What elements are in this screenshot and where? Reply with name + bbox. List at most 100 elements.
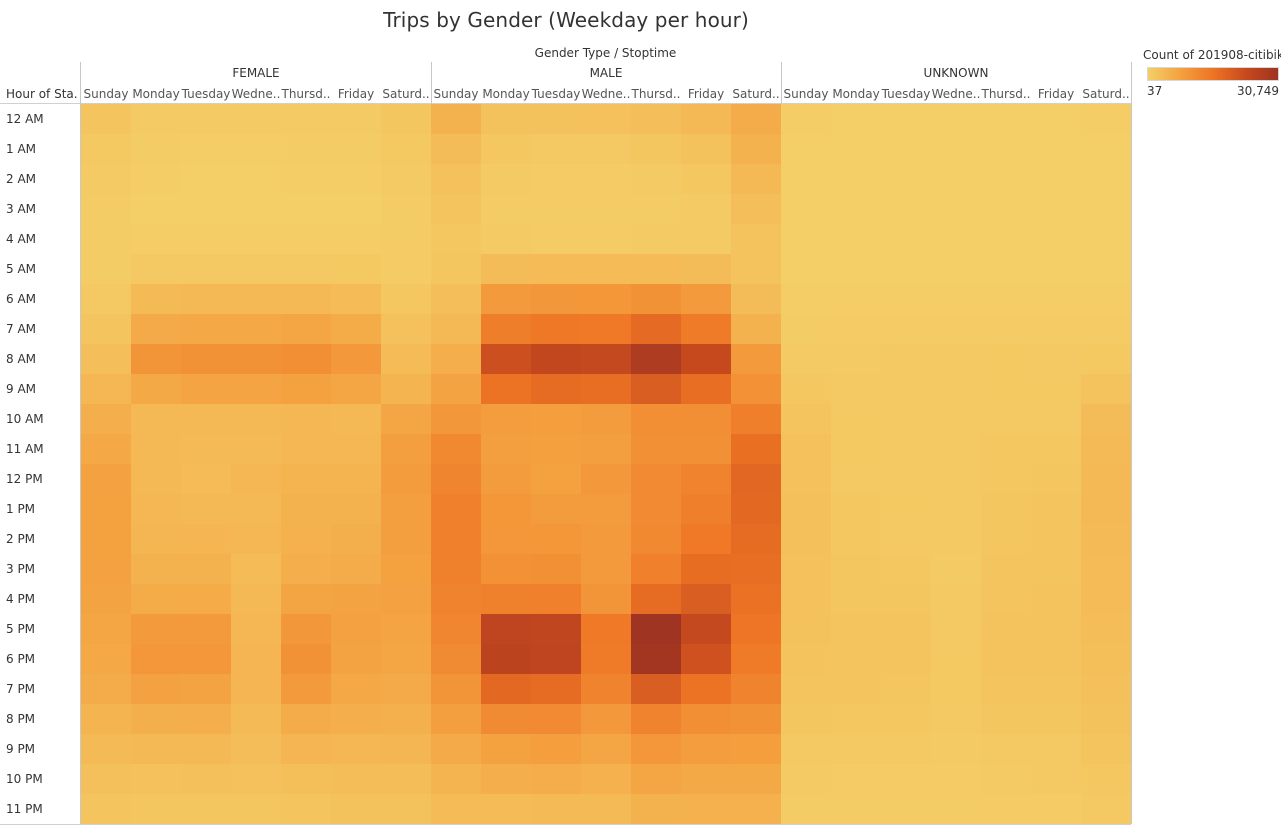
- heatmap-cell-male-17-1[interactable]: [481, 614, 531, 644]
- heatmap-cell-male-14-3[interactable]: [581, 524, 631, 554]
- heatmap-cell-female-3-3[interactable]: [231, 194, 281, 224]
- heatmap-cell-unknown-12-1[interactable]: [831, 464, 881, 494]
- heatmap-cell-male-9-2[interactable]: [531, 374, 581, 404]
- heatmap-cell-female-17-2[interactable]: [181, 614, 231, 644]
- heatmap-cell-female-20-6[interactable]: [381, 704, 431, 734]
- heatmap-cell-unknown-4-6[interactable]: [1081, 224, 1131, 254]
- heatmap-cell-unknown-5-0[interactable]: [781, 254, 831, 284]
- heatmap-cell-unknown-12-3[interactable]: [931, 464, 981, 494]
- heatmap-cell-unknown-15-4[interactable]: [981, 554, 1031, 584]
- heatmap-cell-female-15-4[interactable]: [281, 554, 331, 584]
- heatmap-cell-female-20-1[interactable]: [131, 704, 181, 734]
- heatmap-cell-male-21-3[interactable]: [581, 734, 631, 764]
- heatmap-cell-male-21-1[interactable]: [481, 734, 531, 764]
- heatmap-cell-female-8-4[interactable]: [281, 344, 331, 374]
- heatmap-cell-male-1-2[interactable]: [531, 134, 581, 164]
- heatmap-cell-unknown-23-3[interactable]: [931, 794, 981, 824]
- heatmap-cell-male-1-3[interactable]: [581, 134, 631, 164]
- heatmap-cell-male-8-3[interactable]: [581, 344, 631, 374]
- heatmap-cell-female-1-1[interactable]: [131, 134, 181, 164]
- heatmap-cell-unknown-11-2[interactable]: [881, 434, 931, 464]
- heatmap-cell-female-15-0[interactable]: [81, 554, 131, 584]
- heatmap-cell-male-3-1[interactable]: [481, 194, 531, 224]
- heatmap-cell-male-13-2[interactable]: [531, 494, 581, 524]
- heatmap-cell-male-20-1[interactable]: [481, 704, 531, 734]
- heatmap-cell-female-5-3[interactable]: [231, 254, 281, 284]
- heatmap-cell-female-23-0[interactable]: [81, 794, 131, 824]
- heatmap-cell-female-21-6[interactable]: [381, 734, 431, 764]
- heatmap-cell-unknown-10-5[interactable]: [1031, 404, 1081, 434]
- heatmap-cell-female-6-6[interactable]: [381, 284, 431, 314]
- heatmap-cell-male-20-4[interactable]: [631, 704, 681, 734]
- heatmap-cell-male-12-1[interactable]: [481, 464, 531, 494]
- heatmap-cell-female-23-4[interactable]: [281, 794, 331, 824]
- heatmap-cell-unknown-17-0[interactable]: [781, 614, 831, 644]
- heatmap-cell-male-3-3[interactable]: [581, 194, 631, 224]
- heatmap-cell-female-13-4[interactable]: [281, 494, 331, 524]
- heatmap-cell-female-10-3[interactable]: [231, 404, 281, 434]
- heatmap-cell-female-19-4[interactable]: [281, 674, 331, 704]
- heatmap-cell-female-23-5[interactable]: [331, 794, 381, 824]
- heatmap-cell-male-11-1[interactable]: [481, 434, 531, 464]
- heatmap-cell-male-11-2[interactable]: [531, 434, 581, 464]
- heatmap-cell-male-18-3[interactable]: [581, 644, 631, 674]
- heatmap-cell-unknown-12-0[interactable]: [781, 464, 831, 494]
- heatmap-cell-male-7-6[interactable]: [731, 314, 781, 344]
- heatmap-cell-male-22-1[interactable]: [481, 764, 531, 794]
- heatmap-cell-male-4-0[interactable]: [431, 224, 481, 254]
- heatmap-cell-unknown-22-6[interactable]: [1081, 764, 1131, 794]
- heatmap-cell-unknown-0-0[interactable]: [781, 104, 831, 134]
- heatmap-cell-unknown-17-5[interactable]: [1031, 614, 1081, 644]
- heatmap-cell-female-16-3[interactable]: [231, 584, 281, 614]
- heatmap-cell-female-12-2[interactable]: [181, 464, 231, 494]
- heatmap-cell-female-18-1[interactable]: [131, 644, 181, 674]
- heatmap-cell-unknown-16-1[interactable]: [831, 584, 881, 614]
- heatmap-cell-male-2-2[interactable]: [531, 164, 581, 194]
- heatmap-cell-unknown-15-3[interactable]: [931, 554, 981, 584]
- heatmap-cell-female-12-0[interactable]: [81, 464, 131, 494]
- heatmap-cell-unknown-17-3[interactable]: [931, 614, 981, 644]
- heatmap-cell-female-10-1[interactable]: [131, 404, 181, 434]
- heatmap-cell-male-2-4[interactable]: [631, 164, 681, 194]
- heatmap-cell-unknown-6-3[interactable]: [931, 284, 981, 314]
- heatmap-cell-female-22-3[interactable]: [231, 764, 281, 794]
- heatmap-cell-male-0-1[interactable]: [481, 104, 531, 134]
- heatmap-cell-female-15-2[interactable]: [181, 554, 231, 584]
- heatmap-cell-male-4-4[interactable]: [631, 224, 681, 254]
- heatmap-cell-unknown-20-6[interactable]: [1081, 704, 1131, 734]
- heatmap-cell-unknown-21-6[interactable]: [1081, 734, 1131, 764]
- heatmap-cell-female-0-4[interactable]: [281, 104, 331, 134]
- heatmap-cell-male-16-0[interactable]: [431, 584, 481, 614]
- heatmap-cell-unknown-3-2[interactable]: [881, 194, 931, 224]
- heatmap-cell-unknown-23-1[interactable]: [831, 794, 881, 824]
- heatmap-cell-unknown-5-3[interactable]: [931, 254, 981, 284]
- heatmap-cell-unknown-4-3[interactable]: [931, 224, 981, 254]
- heatmap-cell-female-17-3[interactable]: [231, 614, 281, 644]
- heatmap-cell-unknown-14-5[interactable]: [1031, 524, 1081, 554]
- heatmap-cell-unknown-16-5[interactable]: [1031, 584, 1081, 614]
- heatmap-cell-male-12-6[interactable]: [731, 464, 781, 494]
- heatmap-cell-unknown-21-0[interactable]: [781, 734, 831, 764]
- heatmap-cell-male-15-0[interactable]: [431, 554, 481, 584]
- heatmap-cell-male-15-6[interactable]: [731, 554, 781, 584]
- heatmap-cell-female-19-2[interactable]: [181, 674, 231, 704]
- heatmap-cell-unknown-1-5[interactable]: [1031, 134, 1081, 164]
- heatmap-cell-male-17-0[interactable]: [431, 614, 481, 644]
- heatmap-cell-unknown-18-1[interactable]: [831, 644, 881, 674]
- heatmap-cell-female-22-0[interactable]: [81, 764, 131, 794]
- heatmap-cell-male-2-5[interactable]: [681, 164, 731, 194]
- heatmap-cell-female-3-1[interactable]: [131, 194, 181, 224]
- heatmap-cell-unknown-18-0[interactable]: [781, 644, 831, 674]
- heatmap-cell-male-20-6[interactable]: [731, 704, 781, 734]
- heatmap-cell-male-11-0[interactable]: [431, 434, 481, 464]
- heatmap-cell-unknown-1-1[interactable]: [831, 134, 881, 164]
- heatmap-cell-male-5-1[interactable]: [481, 254, 531, 284]
- heatmap-cell-female-17-6[interactable]: [381, 614, 431, 644]
- heatmap-cell-male-14-6[interactable]: [731, 524, 781, 554]
- heatmap-cell-female-20-4[interactable]: [281, 704, 331, 734]
- heatmap-cell-female-13-3[interactable]: [231, 494, 281, 524]
- heatmap-cell-unknown-12-5[interactable]: [1031, 464, 1081, 494]
- heatmap-cell-unknown-14-0[interactable]: [781, 524, 831, 554]
- heatmap-cell-female-1-5[interactable]: [331, 134, 381, 164]
- heatmap-cell-unknown-23-0[interactable]: [781, 794, 831, 824]
